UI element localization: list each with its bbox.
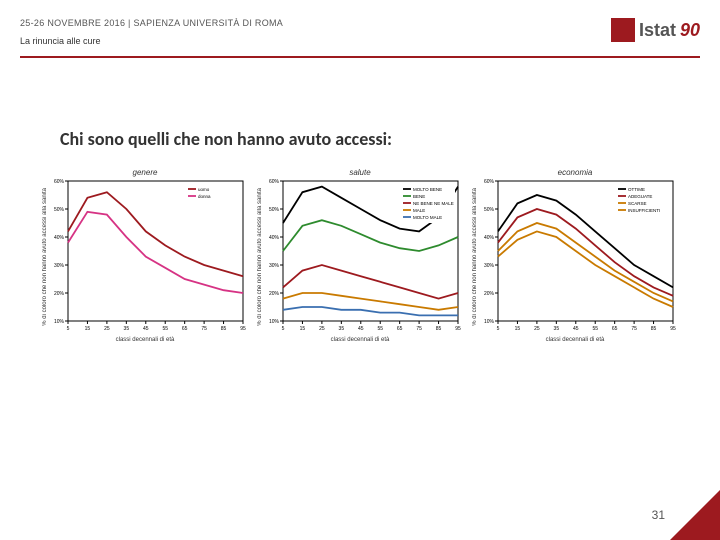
chart-title: economia <box>558 168 593 177</box>
series-line <box>498 231 673 307</box>
svg-text:MALE: MALE <box>413 208 425 213</box>
chart-svg: 10% 20% 30% 40% 50% 60% 5 15 25 35 45 55 65 75 85 95 uom… <box>50 179 249 335</box>
chart-panel: salute % di coloro che non hanno avuto ac… <box>257 168 464 343</box>
series-line <box>283 220 458 251</box>
svg-text:5: 5 <box>496 326 499 332</box>
page-number: 31 <box>652 508 665 522</box>
corner-triangle-icon <box>670 490 720 540</box>
svg-text:35: 35 <box>553 326 559 332</box>
header-top-row: 25-26 NOVEMBRE 2016 | SAPIENZA UNIVERSIT… <box>20 18 700 46</box>
y-axis-label: % di coloro che non hanno avuto accessi … <box>42 188 48 326</box>
chart-area: % di coloro che non hanno avuto accessi … <box>472 179 679 335</box>
svg-text:55: 55 <box>162 326 168 332</box>
svg-text:55: 55 <box>377 326 383 332</box>
svg-text:95: 95 <box>240 326 246 332</box>
svg-text:55: 55 <box>592 326 598 332</box>
svg-text:5: 5 <box>281 326 284 332</box>
svg-text:40%: 40% <box>268 235 279 241</box>
slide-header: 25-26 NOVEMBRE 2016 | SAPIENZA UNIVERSIT… <box>0 0 720 50</box>
svg-text:40%: 40% <box>483 235 494 241</box>
svg-text:95: 95 <box>455 326 461 332</box>
svg-text:30%: 30% <box>53 263 64 269</box>
svg-text:ADEGUATE: ADEGUATE <box>628 194 652 199</box>
svg-text:60%: 60% <box>53 179 64 185</box>
svg-text:45: 45 <box>357 326 363 332</box>
svg-text:50%: 50% <box>268 207 279 213</box>
header-rule <box>20 56 700 58</box>
logo-text: Istat <box>639 20 676 41</box>
istat-logo: Istat 90 <box>611 18 700 42</box>
svg-text:MOLTO BENE: MOLTO BENE <box>413 187 442 192</box>
svg-text:10%: 10% <box>268 319 279 325</box>
x-axis-label: classi decennali di età <box>546 337 605 343</box>
svg-text:NE BENE NE MALE: NE BENE NE MALE <box>413 201 454 206</box>
svg-text:30%: 30% <box>483 263 494 269</box>
svg-text:SCARSE: SCARSE <box>628 201 647 206</box>
svg-text:60%: 60% <box>268 179 279 185</box>
chart-legend: OTTIME ADEGUATE SCARSE INSUFFICIENTI <box>615 184 670 216</box>
svg-text:40%: 40% <box>53 235 64 241</box>
svg-text:65: 65 <box>181 326 187 332</box>
charts-row: genere % di coloro che non hanno avuto ac… <box>0 168 720 343</box>
svg-text:50%: 50% <box>483 207 494 213</box>
svg-text:10%: 10% <box>53 319 64 325</box>
chart-legend: MOLTO BENE BENE NE BENE NE MALE MALE MOLTO M… <box>400 184 455 223</box>
svg-text:85: 85 <box>650 326 656 332</box>
svg-text:75: 75 <box>631 326 637 332</box>
slide-subtitle: La rinuncia alle cure <box>20 36 283 46</box>
svg-text:25: 25 <box>534 326 540 332</box>
svg-text:25: 25 <box>104 326 110 332</box>
svg-text:20%: 20% <box>268 291 279 297</box>
svg-text:60%: 60% <box>483 179 494 185</box>
chart-area: % di coloro che non hanno avuto accessi … <box>257 179 464 335</box>
svg-text:65: 65 <box>611 326 617 332</box>
chart-legend: uomo donna <box>185 184 240 202</box>
series-line <box>68 192 243 276</box>
svg-text:INSUFFICIENTI: INSUFFICIENTI <box>628 208 660 213</box>
svg-text:BENE: BENE <box>413 194 425 199</box>
logo-90: 90 <box>680 20 700 41</box>
svg-text:45: 45 <box>142 326 148 332</box>
svg-text:15: 15 <box>514 326 520 332</box>
chart-svg: 10% 20% 30% 40% 50% 60% 5 15 25 35 45 55 65 75 85 95 OTT… <box>480 179 679 335</box>
x-axis-label: classi decennali di età <box>116 337 175 343</box>
x-axis-label: classi decennali di età <box>331 337 390 343</box>
series-line <box>498 223 673 301</box>
date-line: 25-26 NOVEMBRE 2016 | SAPIENZA UNIVERSIT… <box>20 18 283 28</box>
svg-text:15: 15 <box>84 326 90 332</box>
svg-text:75: 75 <box>416 326 422 332</box>
svg-text:5: 5 <box>66 326 69 332</box>
chart-title: genere <box>133 168 158 177</box>
chart-area: % di coloro che non hanno avuto accessi … <box>42 179 249 335</box>
chart-panel: genere % di coloro che non hanno avuto ac… <box>42 168 249 343</box>
svg-text:MOLTO MALE: MOLTO MALE <box>413 215 442 220</box>
chart-title: salute <box>349 168 370 177</box>
svg-text:20%: 20% <box>53 291 64 297</box>
svg-text:OTTIME: OTTIME <box>628 187 645 192</box>
y-axis-label: % di coloro che non hanno avuto accessi … <box>472 188 478 326</box>
svg-text:35: 35 <box>123 326 129 332</box>
svg-text:20%: 20% <box>483 291 494 297</box>
svg-text:30%: 30% <box>268 263 279 269</box>
svg-text:85: 85 <box>220 326 226 332</box>
main-title: Chi sono quelli che non hanno avuto acce… <box>60 128 720 150</box>
svg-text:15: 15 <box>299 326 305 332</box>
svg-text:95: 95 <box>670 326 676 332</box>
y-axis-label: % di coloro che non hanno avuto accessi … <box>257 188 263 326</box>
svg-text:75: 75 <box>201 326 207 332</box>
svg-text:50%: 50% <box>53 207 64 213</box>
logo-icon <box>611 18 635 42</box>
svg-text:uomo: uomo <box>198 187 210 192</box>
svg-text:45: 45 <box>572 326 578 332</box>
svg-text:10%: 10% <box>483 319 494 325</box>
svg-text:donna: donna <box>198 194 211 199</box>
svg-text:35: 35 <box>338 326 344 332</box>
series-line <box>68 212 243 293</box>
chart-svg: 10% 20% 30% 40% 50% 60% 5 15 25 35 45 55 65 75 85 95 MOL… <box>265 179 464 335</box>
svg-text:65: 65 <box>396 326 402 332</box>
svg-text:25: 25 <box>319 326 325 332</box>
svg-text:85: 85 <box>435 326 441 332</box>
chart-panel: economia % di coloro che non hanno avuto … <box>472 168 679 343</box>
